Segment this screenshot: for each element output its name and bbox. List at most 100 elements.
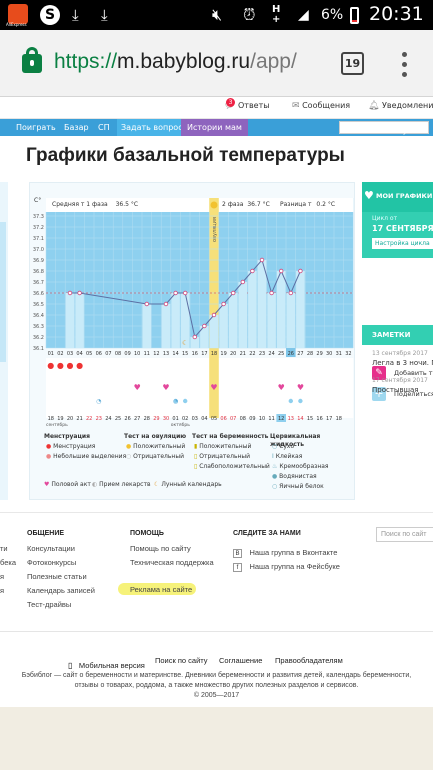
heart-icon: ♥ xyxy=(364,189,374,202)
url-scheme: https:// xyxy=(54,50,118,73)
footer-link-search[interactable]: Поиск по сайту xyxy=(155,656,208,665)
x-tick-label: 30 xyxy=(326,351,332,357)
x-tick-label: 17 xyxy=(201,351,207,357)
x-tick-label: 09 xyxy=(124,351,130,357)
date-label: 18 xyxy=(48,416,54,422)
footer-link-calendar[interactable]: Календарь записей xyxy=(27,586,95,595)
menu-icon[interactable] xyxy=(402,50,408,78)
sex-marker: ♥ xyxy=(210,383,217,392)
legend-pregtest-weak: ▯ Слабоположительный xyxy=(194,463,270,470)
footer-link-help[interactable]: Помощь по сайту xyxy=(130,544,191,553)
cycle-box: Цикл от 17 СЕНТЯБРЯ 2 Настройка цикла xyxy=(362,212,433,258)
date-label: 16 xyxy=(316,416,322,422)
notifications-link[interactable]: 🔔︎ Уведомления xyxy=(368,101,433,111)
nav-sp[interactable]: СП xyxy=(98,123,110,132)
cycle-settings-button[interactable]: Настройка цикла xyxy=(372,238,433,249)
x-tick-label: 25 xyxy=(278,351,284,357)
x-tick-label: 13 xyxy=(163,351,169,357)
x-tick-label: 08 xyxy=(115,351,121,357)
aliexpress-badge: AliExpress xyxy=(6,22,27,27)
left-cut-2[interactable]: я xyxy=(0,572,5,581)
x-tick-label: 05 xyxy=(86,351,92,357)
temp-point xyxy=(67,290,73,296)
footer-link-support[interactable]: Техническая поддержка xyxy=(130,558,214,567)
url-field[interactable]: https://m.babyblog.ru/app/ xyxy=(54,47,310,77)
my-charts-header: ♥ МОИ ГРАФИКИ xyxy=(362,182,433,212)
footer-link-agreement[interactable]: Соглашение xyxy=(219,656,263,665)
add-temp-label: Добавить те xyxy=(394,369,433,377)
temp-bar xyxy=(257,260,267,348)
note2-text[interactable]: Простывшая xyxy=(372,386,419,394)
footer-description: Бэбиблог — сайт о беременности и материн… xyxy=(0,671,433,701)
mucus-marker xyxy=(298,398,303,404)
footer-link-testdrive[interactable]: Тест-драйвы xyxy=(27,600,72,609)
y-tick-label: 36.8 xyxy=(33,269,44,275)
temp-bar xyxy=(219,304,228,348)
date-label: 14 xyxy=(297,416,303,422)
x-tick-label: 07 xyxy=(105,351,111,357)
prev-chart-strip xyxy=(0,182,8,500)
x-tick-label: 20 xyxy=(230,351,236,357)
footer-link-mobile[interactable]: ▯ Мобильная версия xyxy=(68,655,145,673)
footer-link-consult[interactable]: Консультации xyxy=(27,544,75,553)
date-label: 24 xyxy=(105,416,111,422)
footer-link-articles[interactable]: Полезные статьи xyxy=(27,572,87,581)
temp-bar xyxy=(65,293,75,348)
footer-link-fb[interactable]: f Наша группа на Фейсбуке xyxy=(233,556,340,574)
messages-link[interactable]: ✉︎ Сообщения xyxy=(292,101,350,111)
legend-spotting: ● Небольшие выделения xyxy=(46,453,127,460)
x-tick-label: 02 xyxy=(57,351,63,357)
note1-text[interactable]: Легла в 3 ночи. Пр xyxy=(372,359,433,367)
nav-ask-question[interactable]: Задать вопрос xyxy=(117,119,187,136)
legend-menstruation-title: Менструация xyxy=(44,433,90,440)
footer-col1-title: ОБЩЕНИЕ xyxy=(27,530,65,537)
tab-switcher-button[interactable]: 19 xyxy=(341,52,364,75)
site-search-input[interactable]: Поиск по сайту xyxy=(339,121,429,135)
x-tick-label: 12 xyxy=(153,351,159,357)
left-cut-0[interactable]: ти xyxy=(0,544,8,553)
x-tick-label: 11 xyxy=(144,351,150,357)
temp-point xyxy=(182,290,188,296)
meds-marker: ◔ xyxy=(173,398,178,405)
envelope-icon: ✉︎ xyxy=(292,101,300,111)
date-label: 08 xyxy=(240,416,246,422)
x-tick-label: 03 xyxy=(67,351,73,357)
y-tick-label: 37.0 xyxy=(33,247,44,253)
footer-desc-line2: отзывы о товарах, роддома, а также множе… xyxy=(74,682,359,689)
date-label: 22 xyxy=(86,416,92,422)
bbt-chart: овуляция 37.3 37.2 37.1 37.0 36.9 36.8 36.7 36.6… xyxy=(29,182,355,500)
date-label: 02 xyxy=(182,416,188,422)
footer-link-rights[interactable]: Правообладателям xyxy=(275,656,343,665)
legend-mucus-title: Цервикальная жидкость xyxy=(270,433,321,448)
plot-header-strip xyxy=(46,198,354,212)
nav-mom-stories[interactable]: Истории мам xyxy=(181,119,248,136)
footer-search-input[interactable]: Поиск по сайт xyxy=(376,527,433,542)
date-label: 20 xyxy=(67,416,73,422)
left-cut-1[interactable]: бека xyxy=(0,558,16,567)
footer-link-photo[interactable]: Фотоконкурсы xyxy=(27,558,77,567)
date-label: 03 xyxy=(192,416,198,422)
footer-copyright: © 2005—2017 xyxy=(193,692,240,699)
nav-play[interactable]: Поиграть xyxy=(16,123,56,132)
add-icon: ✎ xyxy=(372,366,386,380)
date-label: 10 xyxy=(259,416,265,422)
date-label: 25 xyxy=(115,416,121,422)
nav-bazaar[interactable]: Базар xyxy=(64,123,89,132)
temp-bar xyxy=(200,326,209,348)
legend-pregtest-pos: ▮ Положительный xyxy=(194,443,252,450)
page-title: Графики базальной температуры xyxy=(26,145,345,166)
y-tick-label: 36.7 xyxy=(33,280,44,286)
legend-ovtest-pos: ● Положительный xyxy=(126,443,186,450)
url-path: /app/ xyxy=(250,50,297,73)
y-tick-label: 36.6 xyxy=(33,291,44,297)
meds-marker: ◔ xyxy=(96,398,101,405)
footer-link-ads[interactable]: Реклама на сайте xyxy=(130,585,193,594)
temp-point xyxy=(144,301,149,307)
battery-icon xyxy=(350,7,359,24)
footer-link-vk[interactable]: B Наша группа в Вконтакте xyxy=(233,542,337,560)
temp-point xyxy=(192,334,197,340)
temp-bar xyxy=(276,271,286,348)
date-label: 21 xyxy=(76,416,82,422)
left-cut-3[interactable]: я xyxy=(0,586,5,595)
date-label: 13 xyxy=(288,416,294,422)
